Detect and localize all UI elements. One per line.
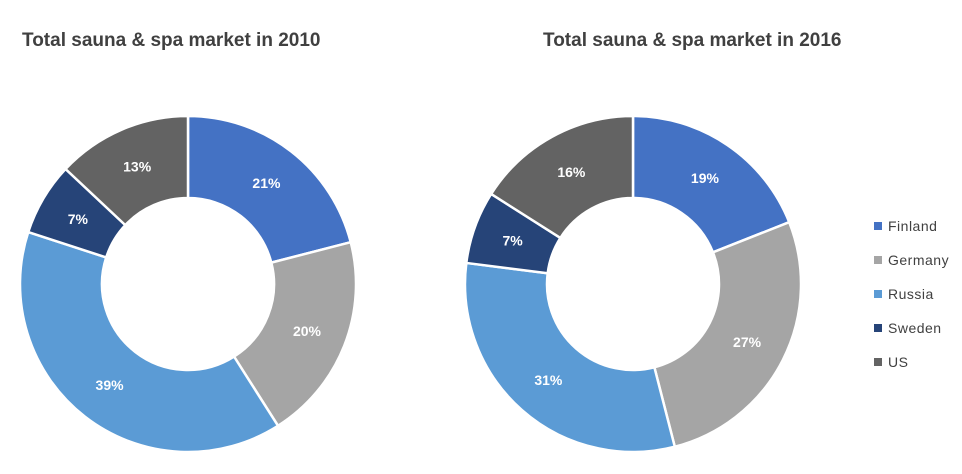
slice-us — [64, 114, 190, 227]
slice-russia — [463, 261, 677, 454]
data-label-finland: 19% — [691, 170, 720, 186]
slice-us — [489, 114, 635, 240]
legend-item-germany: Germany — [874, 243, 949, 277]
legend-label-germany: Germany — [888, 252, 950, 268]
slice-germany — [232, 240, 358, 428]
legend-item-us: US — [874, 345, 949, 379]
legend: Finland Germany Russia Sweden US — [874, 209, 949, 379]
legend-item-russia: Russia — [874, 277, 949, 311]
legend-label-russia: Russia — [888, 286, 934, 302]
legend-label-us: US — [888, 354, 909, 370]
legend-label-sweden: Sweden — [888, 320, 942, 336]
legend-item-finland: Finland — [874, 209, 949, 243]
data-label-finland: 21% — [252, 175, 281, 191]
donut-1: 21% 20% 39% 7% 13% — [18, 114, 358, 454]
donut-2: 19% 27% 31% 7% 16% — [463, 114, 803, 454]
legend-swatch-us — [874, 358, 882, 366]
slice-finland — [186, 114, 352, 264]
data-label-russia: 39% — [96, 377, 125, 393]
data-label-germany: 27% — [733, 334, 762, 350]
slice-germany — [653, 220, 803, 448]
data-label-us: 16% — [557, 164, 586, 180]
chart-title-2016: Total sauna & spa market in 2016 — [543, 30, 842, 51]
legend-label-finland: Finland — [888, 218, 938, 234]
slice-russia — [18, 230, 280, 454]
legend-swatch-russia — [874, 290, 882, 298]
data-label-sweden: 7% — [502, 233, 523, 249]
legend-swatch-germany — [874, 256, 882, 264]
data-label-us: 13% — [123, 159, 152, 175]
chart-title-2010: Total sauna & spa market in 2010 — [22, 30, 321, 51]
legend-swatch-finland — [874, 222, 882, 230]
data-label-sweden: 7% — [68, 211, 89, 227]
legend-swatch-sweden — [874, 324, 882, 332]
data-label-germany: 20% — [293, 323, 322, 339]
slice-finland — [631, 114, 791, 254]
legend-item-sweden: Sweden — [874, 311, 949, 345]
data-label-russia: 31% — [534, 372, 563, 388]
